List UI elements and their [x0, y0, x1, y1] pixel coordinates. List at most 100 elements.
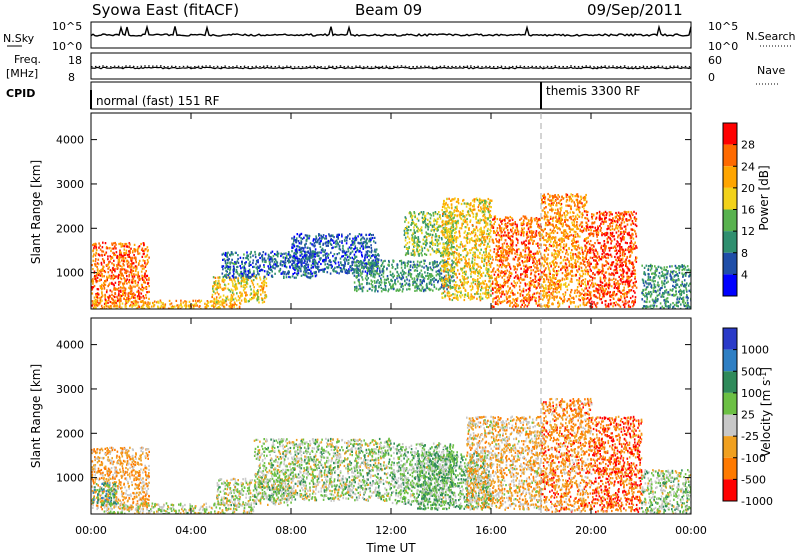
data-cell [227, 275, 230, 279]
data-cell [229, 303, 232, 307]
data-cell [538, 218, 540, 221]
data-cell [130, 247, 132, 250]
data-cell [107, 301, 109, 304]
data-cell [476, 214, 478, 217]
data-cell [394, 279, 396, 282]
data-cell [374, 253, 377, 256]
data-cell [492, 298, 494, 301]
data-cell [461, 294, 464, 297]
data-cell [373, 240, 375, 243]
data-cell [500, 301, 503, 304]
data-cell [490, 226, 493, 229]
data-cell [420, 269, 423, 272]
data-cell [296, 274, 299, 277]
data-cell [346, 236, 349, 239]
data-cell [475, 226, 478, 230]
data-cell [537, 244, 539, 248]
data-cell [508, 271, 511, 274]
data-cell [368, 272, 371, 275]
data-cell [374, 248, 376, 251]
data-cell [386, 267, 388, 270]
data-cell [459, 279, 461, 282]
data-cell [217, 279, 220, 282]
data-cell [218, 301, 221, 304]
data-cell [135, 269, 137, 273]
data-cell [537, 278, 540, 281]
data-cell [330, 239, 332, 242]
data-cell [140, 265, 142, 268]
data-cell [353, 261, 356, 264]
data-cell [501, 262, 504, 265]
data-cell [416, 241, 419, 244]
data-cell [450, 246, 453, 249]
data-cell [227, 298, 230, 301]
data-cell [343, 258, 345, 261]
data-cell [118, 273, 120, 276]
data-cell [444, 294, 446, 297]
data-cell [447, 230, 449, 233]
data-cell [322, 248, 324, 252]
data-cell [229, 301, 231, 305]
data-cell [464, 272, 466, 275]
data-cell [405, 276, 408, 279]
data-cell [443, 259, 446, 262]
data-cell [533, 217, 536, 220]
data-cell [221, 265, 224, 268]
data-cell [487, 217, 489, 220]
data-cell [469, 298, 472, 301]
data-cell [142, 303, 145, 306]
data-cell [440, 272, 443, 275]
data-cell [495, 255, 497, 259]
data-cell [438, 277, 441, 280]
data-cell [536, 286, 538, 289]
data-cell [497, 284, 500, 287]
data-cell [454, 247, 457, 250]
data-cell [227, 259, 229, 262]
data-cell [425, 240, 427, 243]
data-cell [169, 303, 171, 306]
data-cell [117, 267, 119, 270]
data-cell [238, 273, 241, 276]
data-cell [233, 266, 235, 269]
data-cell [445, 201, 447, 204]
data-cell [454, 272, 456, 276]
data-cell [473, 264, 475, 267]
data-cell [280, 252, 282, 255]
data-cell [126, 245, 129, 248]
data-cell [374, 241, 377, 244]
data-cell [253, 275, 255, 278]
data-cell [130, 289, 133, 292]
data-cell [406, 265, 409, 268]
data-cell [378, 267, 381, 270]
data-cell [438, 250, 441, 253]
data-cell [468, 240, 471, 243]
data-cell [339, 261, 342, 264]
data-cell [519, 292, 522, 295]
data-cell [126, 253, 129, 257]
data-cell [99, 301, 102, 304]
data-cell [371, 280, 373, 283]
data-cell [539, 286, 541, 289]
data-cell [520, 252, 522, 255]
data-cell [464, 258, 466, 261]
data-cell [487, 208, 490, 211]
data-cell [497, 245, 499, 248]
data-cell [351, 263, 354, 267]
data-cell [492, 270, 494, 273]
data-cell [508, 252, 511, 255]
data-cell [369, 256, 372, 259]
data-cell [189, 304, 191, 307]
data-cell [535, 292, 538, 295]
data-cell [272, 266, 275, 269]
data-cell [92, 286, 95, 289]
data-cell [456, 284, 459, 287]
data-cell [337, 236, 339, 239]
data-cell [501, 266, 503, 269]
data-cell [273, 253, 276, 256]
data-cell [433, 223, 436, 226]
data-cell [496, 252, 498, 256]
data-cell [255, 293, 257, 296]
data-cell [315, 235, 317, 238]
data-cell [511, 248, 513, 251]
data-cell [448, 235, 451, 238]
